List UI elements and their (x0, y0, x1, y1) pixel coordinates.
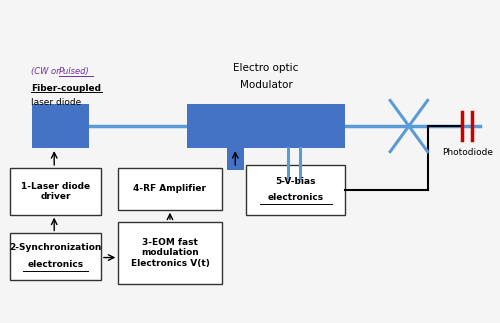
Text: 4-RF Amplifier: 4-RF Amplifier (134, 184, 206, 193)
FancyBboxPatch shape (187, 104, 345, 148)
Text: laser diode: laser diode (31, 99, 82, 107)
Text: 1-Laser diode
driver: 1-Laser diode driver (21, 182, 90, 201)
FancyBboxPatch shape (118, 222, 222, 284)
FancyBboxPatch shape (32, 104, 88, 148)
FancyBboxPatch shape (10, 234, 101, 280)
FancyBboxPatch shape (10, 168, 101, 215)
FancyBboxPatch shape (246, 165, 345, 215)
Text: Modulator: Modulator (240, 80, 292, 90)
Text: 3-EOM fast
modulation
Electronics V(t): 3-EOM fast modulation Electronics V(t) (130, 238, 210, 268)
Text: Fiber-coupled: Fiber-coupled (31, 84, 101, 93)
Text: 5-V-bias: 5-V-bias (276, 177, 316, 186)
Text: (CW or: (CW or (31, 68, 62, 76)
Text: Electro optic: Electro optic (234, 63, 298, 73)
FancyBboxPatch shape (226, 148, 244, 170)
Text: electronics: electronics (28, 260, 84, 269)
Text: Photodiode: Photodiode (442, 148, 494, 157)
Text: electronics: electronics (268, 193, 324, 202)
Text: Pulsed): Pulsed) (59, 68, 90, 76)
FancyBboxPatch shape (118, 168, 222, 210)
Text: 2-Synchronization: 2-Synchronization (9, 244, 102, 253)
